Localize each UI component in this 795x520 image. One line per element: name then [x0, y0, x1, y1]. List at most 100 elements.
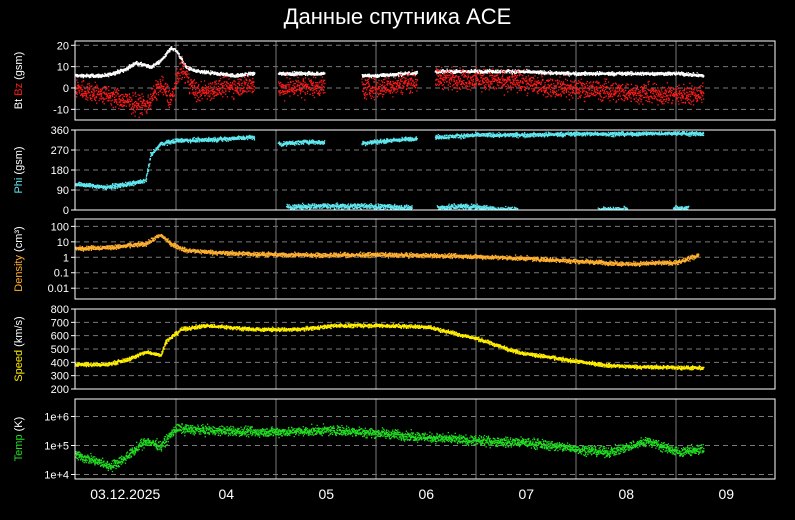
data-point: [201, 71, 203, 74]
data-point: [468, 70, 470, 72]
data-point: [535, 72, 537, 74]
data-point: [121, 105, 123, 107]
data-point: [196, 100, 198, 103]
data-point: [412, 80, 414, 82]
data-point: [364, 87, 366, 89]
data-point: [496, 75, 498, 77]
data-point: [89, 75, 92, 77]
data-point: [187, 81, 189, 83]
data-point: [92, 74, 94, 76]
data-point: [639, 73, 641, 76]
data-point: [212, 93, 214, 96]
data-point: [286, 73, 289, 75]
data-point: [99, 75, 101, 77]
data-point: [113, 73, 115, 76]
data-point: [524, 80, 526, 82]
data-point: [458, 88, 461, 90]
data-point: [444, 75, 446, 77]
data-point: [120, 104, 122, 106]
data-point: [581, 82, 583, 84]
data-point: [559, 86, 561, 88]
data-point: [232, 81, 234, 84]
data-point: [502, 78, 504, 80]
data-point: [681, 72, 683, 74]
data-point: [690, 73, 692, 75]
data-point: [406, 72, 409, 74]
data-point: [307, 70, 310, 73]
data-point: [404, 82, 406, 84]
data-point: [189, 93, 191, 95]
data-point: [244, 82, 246, 84]
data-point: [649, 72, 651, 74]
data-point: [557, 83, 559, 85]
data-point: [164, 83, 166, 85]
data-point: [180, 58, 182, 60]
data-point: [509, 76, 511, 78]
data-point: [222, 85, 224, 88]
data-point: [94, 98, 96, 100]
data-point: [544, 73, 546, 76]
data-point: [125, 70, 127, 72]
data-point: [296, 89, 299, 91]
data-point: [478, 72, 481, 74]
data-point: [513, 79, 515, 82]
data-point: [522, 74, 524, 77]
data-point: [123, 100, 125, 102]
data-point: [183, 63, 185, 65]
data-point: [149, 103, 151, 105]
data-point: [405, 72, 407, 74]
data-point: [377, 92, 379, 94]
data-point: [99, 88, 102, 90]
data-point: [511, 86, 513, 88]
data-point: [436, 70, 439, 72]
data-point: [289, 90, 291, 93]
data-point: [504, 79, 506, 81]
data-point: [182, 65, 184, 67]
data-point: [435, 84, 437, 86]
data-point: [131, 98, 133, 100]
data-point: [278, 72, 280, 74]
data-point: [702, 74, 704, 77]
data-point: [181, 57, 183, 60]
data-point: [225, 81, 227, 83]
data-point: [451, 69, 453, 72]
data-point: [245, 78, 247, 80]
data-point: [624, 72, 626, 74]
data-point: [105, 93, 107, 95]
data-point: [93, 93, 95, 95]
data-point: [379, 86, 381, 88]
data-point: [582, 85, 584, 87]
data-point: [409, 73, 411, 75]
data-point: [451, 78, 453, 81]
data-point: [221, 73, 223, 76]
data-point: [658, 73, 660, 76]
data-point: [221, 89, 224, 91]
data-point: [193, 68, 195, 70]
data-point: [81, 81, 83, 83]
data-point: [397, 74, 399, 76]
data-point: [197, 85, 199, 87]
data-point: [254, 72, 256, 74]
data-point: [436, 78, 438, 80]
data-point: [93, 89, 95, 91]
data-point: [401, 80, 403, 82]
data-point: [406, 85, 408, 88]
data-point: [176, 74, 178, 77]
data-point: [93, 75, 95, 78]
data-point: [528, 88, 530, 90]
data-point: [470, 69, 472, 71]
data-point: [393, 88, 395, 90]
data-point: [123, 68, 125, 70]
data-point: [197, 91, 199, 93]
data-point: [320, 86, 322, 88]
data-point: [503, 79, 505, 82]
data-point: [685, 74, 687, 76]
data-point: [416, 79, 419, 81]
data-point: [624, 73, 627, 75]
data-point: [92, 96, 94, 98]
data-point: [102, 100, 104, 103]
data-point: [155, 63, 157, 65]
data-point: [573, 72, 576, 74]
data-point: [665, 72, 668, 74]
data-point: [154, 96, 156, 99]
